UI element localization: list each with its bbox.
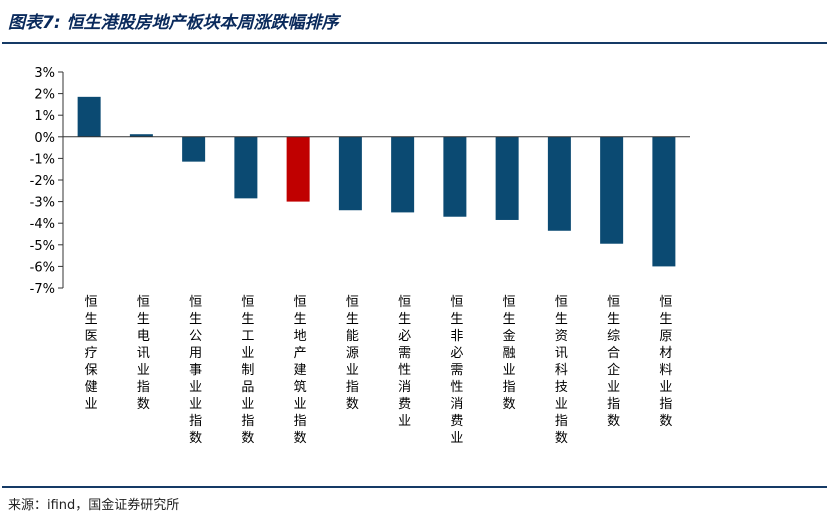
bar-8	[443, 136, 467, 217]
y-tick-label: -4%	[30, 217, 55, 232]
x-tick-label: 恒生公用事业业指数	[189, 295, 202, 446]
y-axis: 3% 2% 1% 0% -1% -2% -3% -4% -5% -6% -7%	[30, 66, 64, 297]
bar-chart: 3% 2% 1% 0% -1% -2% -3% -4% -5% -6% -7% 恒生医疗保健业 恒生电…	[30, 66, 690, 446]
x-tick-label: 恒生地产建筑业指数	[294, 295, 307, 446]
bar-1	[77, 96, 101, 137]
bar-9	[495, 136, 519, 220]
figure-title: 图表7: 恒生港股房地产板块本周涨跌幅排序	[8, 13, 339, 33]
x-tick-label: 恒生医疗保健业	[85, 295, 98, 412]
bar-3	[182, 136, 206, 162]
x-tick-label: 恒生能源业指数	[346, 295, 359, 412]
y-tick-label: -7%	[30, 282, 55, 297]
y-tick-label: -2%	[30, 174, 55, 189]
y-tick-label: -1%	[30, 152, 55, 167]
x-axis-labels: 恒生医疗保健业 恒生电讯业指数 恒生公用事业业指数 恒生工业制品业指数 恒生地产建筑业指…	[85, 295, 673, 446]
y-tick-label: 1%	[34, 109, 55, 124]
bar-11	[600, 136, 624, 244]
y-tick-label: 2%	[34, 88, 55, 103]
x-tick-label: 恒生必需性消费业	[398, 295, 411, 429]
bottom-rule	[2, 486, 827, 488]
x-tick-label: 恒生电讯业指数	[137, 295, 150, 412]
source-note: 来源：ifind，国金证券研究所	[8, 498, 180, 513]
x-tick-label: 恒生资讯科技业指数	[555, 295, 568, 446]
bar-12	[652, 136, 676, 267]
bar-5	[286, 136, 310, 202]
bar-10	[547, 136, 571, 231]
bar-7	[391, 136, 415, 213]
y-tick-label: -5%	[30, 239, 55, 254]
y-tick-label: 3%	[34, 66, 55, 81]
bars	[63, 96, 690, 267]
bar-4	[234, 136, 258, 199]
x-tick-label: 恒生金融业指数	[503, 295, 516, 412]
x-tick-label: 恒生原材料业指数	[659, 295, 672, 429]
x-tick-label: 恒生非必需性消费业	[450, 295, 463, 446]
y-tick-label: 0%	[34, 131, 55, 146]
bar-6	[338, 136, 362, 211]
y-tick-label: -6%	[30, 260, 55, 275]
x-tick-label: 恒生工业制品业指数	[241, 295, 254, 446]
y-tick-label: -3%	[30, 196, 55, 211]
x-tick-label: 恒生综合企业指数	[607, 295, 620, 429]
top-rule	[2, 42, 827, 44]
bar-2	[129, 134, 153, 137]
